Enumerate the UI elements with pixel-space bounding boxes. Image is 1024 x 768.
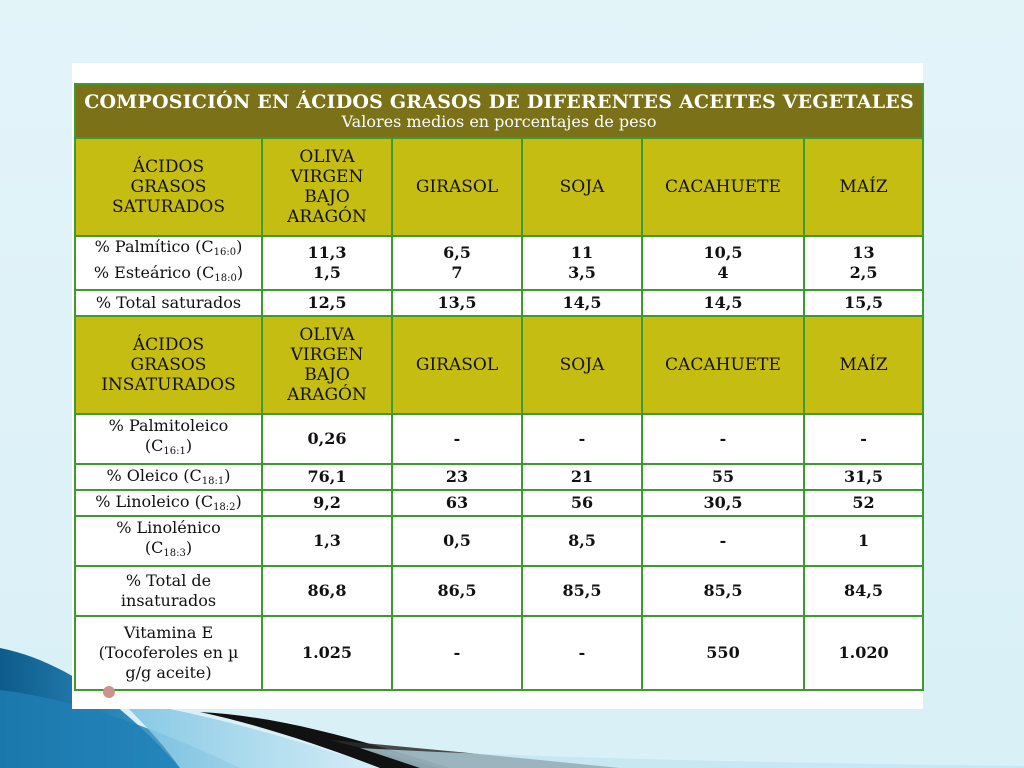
table-cell: 30,5 [641,489,805,517]
table-cell: 13,5 [391,289,523,317]
table-cell: 23 [391,463,523,491]
table-cell: 86,8 [261,565,393,617]
table-row: % Linolénico (C18:3) 1,3 0,5 8,5 - 1 [74,515,925,567]
table-cell: 0,5 [391,515,523,567]
column-header-oliva: OLIVA VIRGEN BAJO ARAGÓN [261,315,393,415]
unsaturated-section-label: ÁCIDOS GRASOS INSATURADOS [74,315,263,415]
title-subtitle: Valores medios en porcentajes de peso [341,111,657,131]
row-label-palmitico: % Palmítico (C16:0) [94,237,243,258]
table-cell: 63 [391,489,523,517]
table-cell: 0,26 [261,413,393,465]
table-row: % Total de insaturados 86,8 86,5 85,5 85… [74,565,925,617]
table-row: % Total saturados 12,5 13,5 14,5 14,5 15… [74,289,925,317]
header-line: BAJO [304,187,350,207]
row-label-palmitico-estearico: % Palmítico (C16:0) % Esteárico (C18:0) [74,235,263,291]
table-cell: 86,5 [391,565,523,617]
table-cell: - [802,413,925,465]
row-label-total-insaturados: % Total de insaturados [74,565,263,617]
table-cell: 550 [641,615,805,691]
table-cell: 1 [802,515,925,567]
unsaturated-header-row: ÁCIDOS GRASOS INSATURADOS OLIVA VIRGEN B… [74,315,925,415]
table-card: COMPOSICIÓN EN ÁCIDOS GRASOS DE DIFERENT… [72,63,925,709]
table-cell: 9,2 [261,489,393,517]
column-header-soja: SOJA [521,137,643,237]
table-cell: - [521,615,643,691]
table-cell: 31,5 [802,463,925,491]
column-header-cacahuete: CACAHUETE [641,137,805,237]
table-row: % Linoleico (C18:2) 9,2 63 56 30,5 52 [74,489,925,517]
row-label-palmitoleico: % Palmitoleico (C16:1) [74,413,263,465]
table-cell: 21 [521,463,643,491]
title-main: COMPOSICIÓN EN ÁCIDOS GRASOS DE DIFERENT… [84,91,914,114]
table-cell: 52 [802,489,925,517]
table-cell: - [391,413,523,465]
table-cell: 1.025 [261,615,393,691]
table-cell: 11 3,5 [521,235,643,291]
row-label-estearico: % Esteárico (C18:0) [93,263,244,284]
column-header-girasol: GIRASOL [391,315,523,415]
table-row: % Oleico (C18:1) 76,1 23 21 55 31,5 [74,463,925,491]
table-row: % Palmitoleico (C16:1) 0,26 - - - - [74,413,925,465]
row-label-linolenico: % Linolénico (C18:3) [74,515,263,567]
column-header-soja: SOJA [521,315,643,415]
table-cell: 12,5 [261,289,393,317]
saturated-header-row: ÁCIDOS GRASOS SATURADOS OLIVA VIRGEN BAJ… [74,137,925,237]
table-cell: 13 2,5 [802,235,925,291]
header-line: ÁCIDOS [132,335,205,355]
header-line: OLIVA [299,147,355,167]
table-cell: 1,3 [261,515,393,567]
table-cell: 14,5 [521,289,643,317]
row-label-vitamina-e: Vitamina E (Tocoferoles en µ g/g aceite) [74,615,263,691]
table-title: COMPOSICIÓN EN ÁCIDOS GRASOS DE DIFERENT… [73,83,925,139]
table-cell: - [641,515,805,567]
row-label-oleico: % Oleico (C18:1) [74,463,263,491]
table-cell: 76,1 [261,463,393,491]
bullet-dot [103,686,115,698]
table-cell: 8,5 [521,515,643,567]
table-cell: 11,3 1,5 [261,235,393,291]
fatty-acid-table: COMPOSICIÓN EN ÁCIDOS GRASOS DE DIFERENT… [73,83,925,691]
table-cell: 56 [521,489,643,517]
header-line: ÁCIDOS [132,157,205,177]
table-cell: 84,5 [802,565,925,617]
table-cell: 14,5 [641,289,805,317]
column-header-maiz: MAÍZ [802,315,925,415]
table-cell: - [391,615,523,691]
header-line: VIRGEN [290,345,364,365]
header-line: VIRGEN [290,167,364,187]
table-row: % Palmítico (C16:0) % Esteárico (C18:0) … [74,235,925,291]
table-row: Vitamina E (Tocoferoles en µ g/g aceite)… [74,615,925,691]
table-cell: 10,5 4 [641,235,805,291]
column-header-oliva: OLIVA VIRGEN BAJO ARAGÓN [261,137,393,237]
row-label-linoleico: % Linoleico (C18:2) [74,489,263,517]
header-line: BAJO [304,365,350,385]
table-cell: 15,5 [802,289,925,317]
column-header-maiz: MAÍZ [802,137,925,237]
table-cell: 85,5 [641,565,805,617]
header-line: ARAGÓN [287,385,367,405]
table-cell: - [521,413,643,465]
row-label-total-saturados: % Total saturados [74,289,263,317]
table-cell: 6,5 7 [391,235,523,291]
table-cell: 1.020 [802,615,925,691]
header-line: INSATURADOS [101,375,236,395]
header-line: GRASOS [130,355,207,375]
table-cell: - [641,413,805,465]
column-header-cacahuete: CACAHUETE [641,315,805,415]
header-line: ARAGÓN [287,207,367,227]
header-line: SATURADOS [112,197,225,217]
saturated-section-label: ÁCIDOS GRASOS SATURADOS [74,137,263,237]
table-cell: 85,5 [521,565,643,617]
header-line: GRASOS [130,177,207,197]
header-line: OLIVA [299,325,355,345]
column-header-girasol: GIRASOL [391,137,523,237]
table-cell: 55 [641,463,805,491]
